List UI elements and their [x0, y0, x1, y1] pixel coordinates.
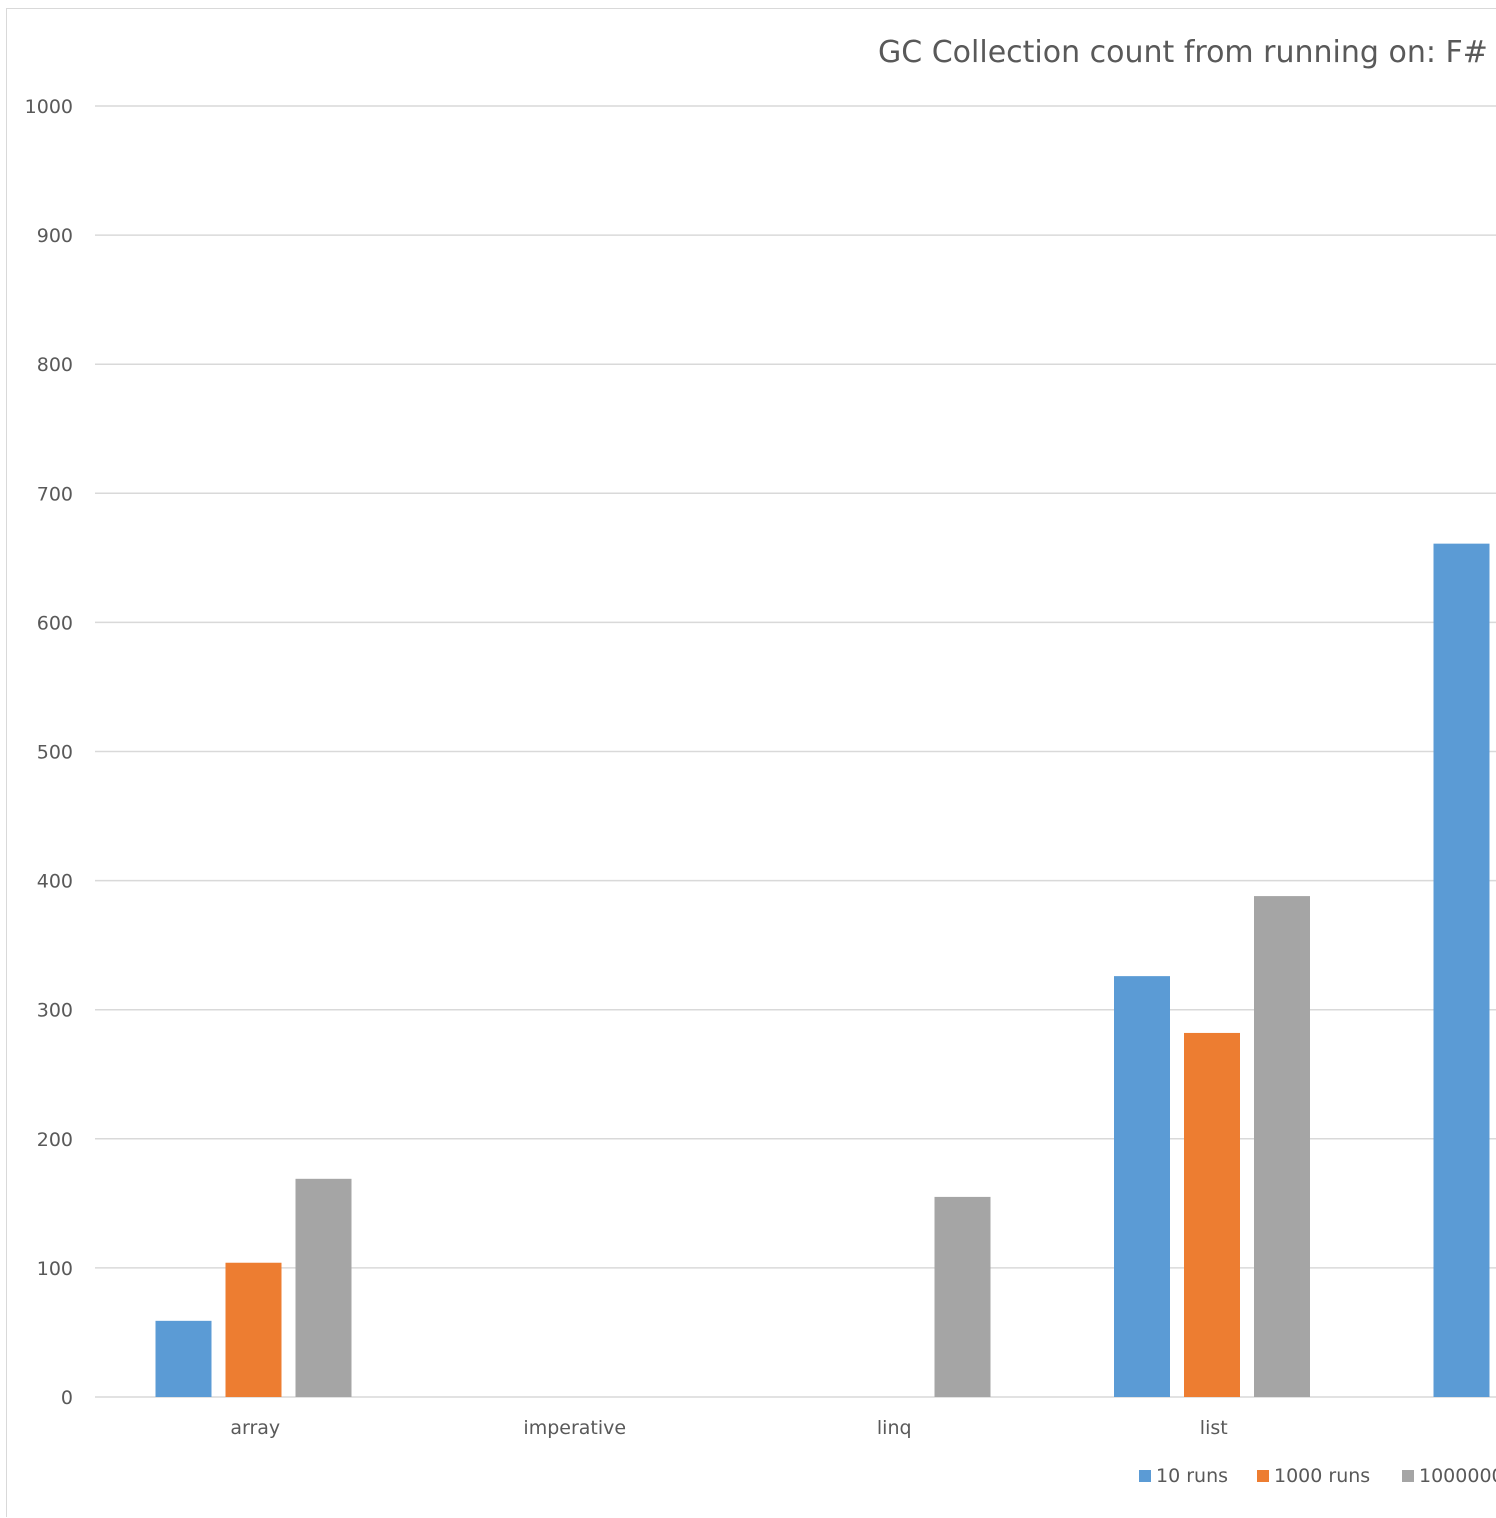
y-tick-label: 0 [61, 1387, 73, 1409]
bar [225, 1262, 282, 1397]
chart-area: GC Collection count from running on: F# … [6, 8, 1496, 1517]
y-tick-label: 1000 [25, 96, 73, 118]
bar [934, 1196, 991, 1397]
legend-label: 10 runs [1156, 1465, 1228, 1487]
bar [1184, 1032, 1240, 1397]
bar [295, 1178, 352, 1397]
y-tick-label: 100 [37, 1258, 73, 1280]
bar [155, 1320, 212, 1397]
bar [1433, 543, 1490, 1397]
chart-title: GC Collection count from running on: F# … [878, 35, 1496, 70]
legend-label: 1000000 [1419, 1465, 1496, 1487]
y-tick-label: 500 [37, 742, 73, 764]
legend-swatch [1402, 1470, 1414, 1482]
x-category-label: linq [877, 1417, 912, 1439]
legend-label: 1000 runs [1274, 1465, 1370, 1487]
x-category-label: list [1200, 1417, 1228, 1439]
y-tick-label: 300 [37, 1000, 73, 1022]
x-category-label: imperative [523, 1417, 626, 1439]
x-category-label: array [230, 1417, 280, 1439]
bar-chart: GC Collection count from running on: F# … [25, 35, 1496, 1487]
y-tick-label: 900 [37, 225, 73, 247]
bar [1114, 976, 1170, 1397]
y-tick-label: 800 [37, 354, 73, 376]
legend-swatch [1257, 1470, 1269, 1482]
y-tick-label: 700 [37, 483, 73, 505]
y-tick-label: 600 [37, 612, 73, 634]
bar [1254, 896, 1310, 1397]
y-tick-label: 200 [37, 1129, 73, 1151]
y-tick-label: 400 [37, 871, 73, 893]
legend-swatch [1139, 1470, 1151, 1482]
